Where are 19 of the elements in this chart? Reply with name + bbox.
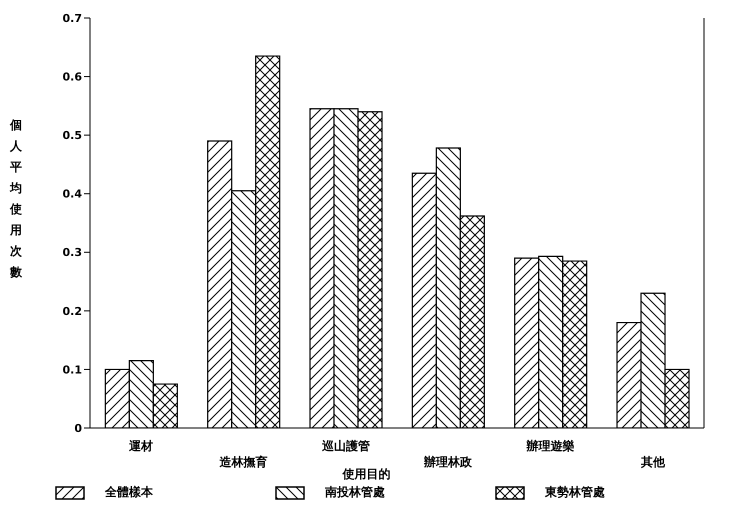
y-tick-label: 0.7 xyxy=(62,12,82,25)
x-tick-label: 巡山護管 xyxy=(320,439,370,453)
x-tick-label: 其他 xyxy=(640,455,666,469)
y-tick-label: 0.6 xyxy=(62,70,82,84)
x-tick-label: 辦理林政 xyxy=(423,455,474,469)
legend-label: 東勢林管處 xyxy=(545,484,605,501)
legend-label: 全體樣本 xyxy=(105,484,153,501)
y-tick-label: 0.5 xyxy=(62,129,82,142)
x-tick-label: 辦理遊樂 xyxy=(526,439,574,453)
x-axis-title: 使用目的 xyxy=(342,467,390,481)
y-axis-title: 個人平均使用次數 xyxy=(8,117,23,281)
x-tick-label: 運材 xyxy=(128,439,154,453)
legend-label: 南投林管處 xyxy=(325,484,385,501)
y-tick-label: 0.3 xyxy=(62,246,82,260)
y-tick-label: 0.2 xyxy=(62,304,82,318)
y-tick-label: 0 xyxy=(74,422,82,435)
y-tick-label: 0.1 xyxy=(62,363,82,376)
x-tick-label: 造林撫育 xyxy=(218,455,268,469)
y-tick-label: 0.4 xyxy=(62,188,82,201)
